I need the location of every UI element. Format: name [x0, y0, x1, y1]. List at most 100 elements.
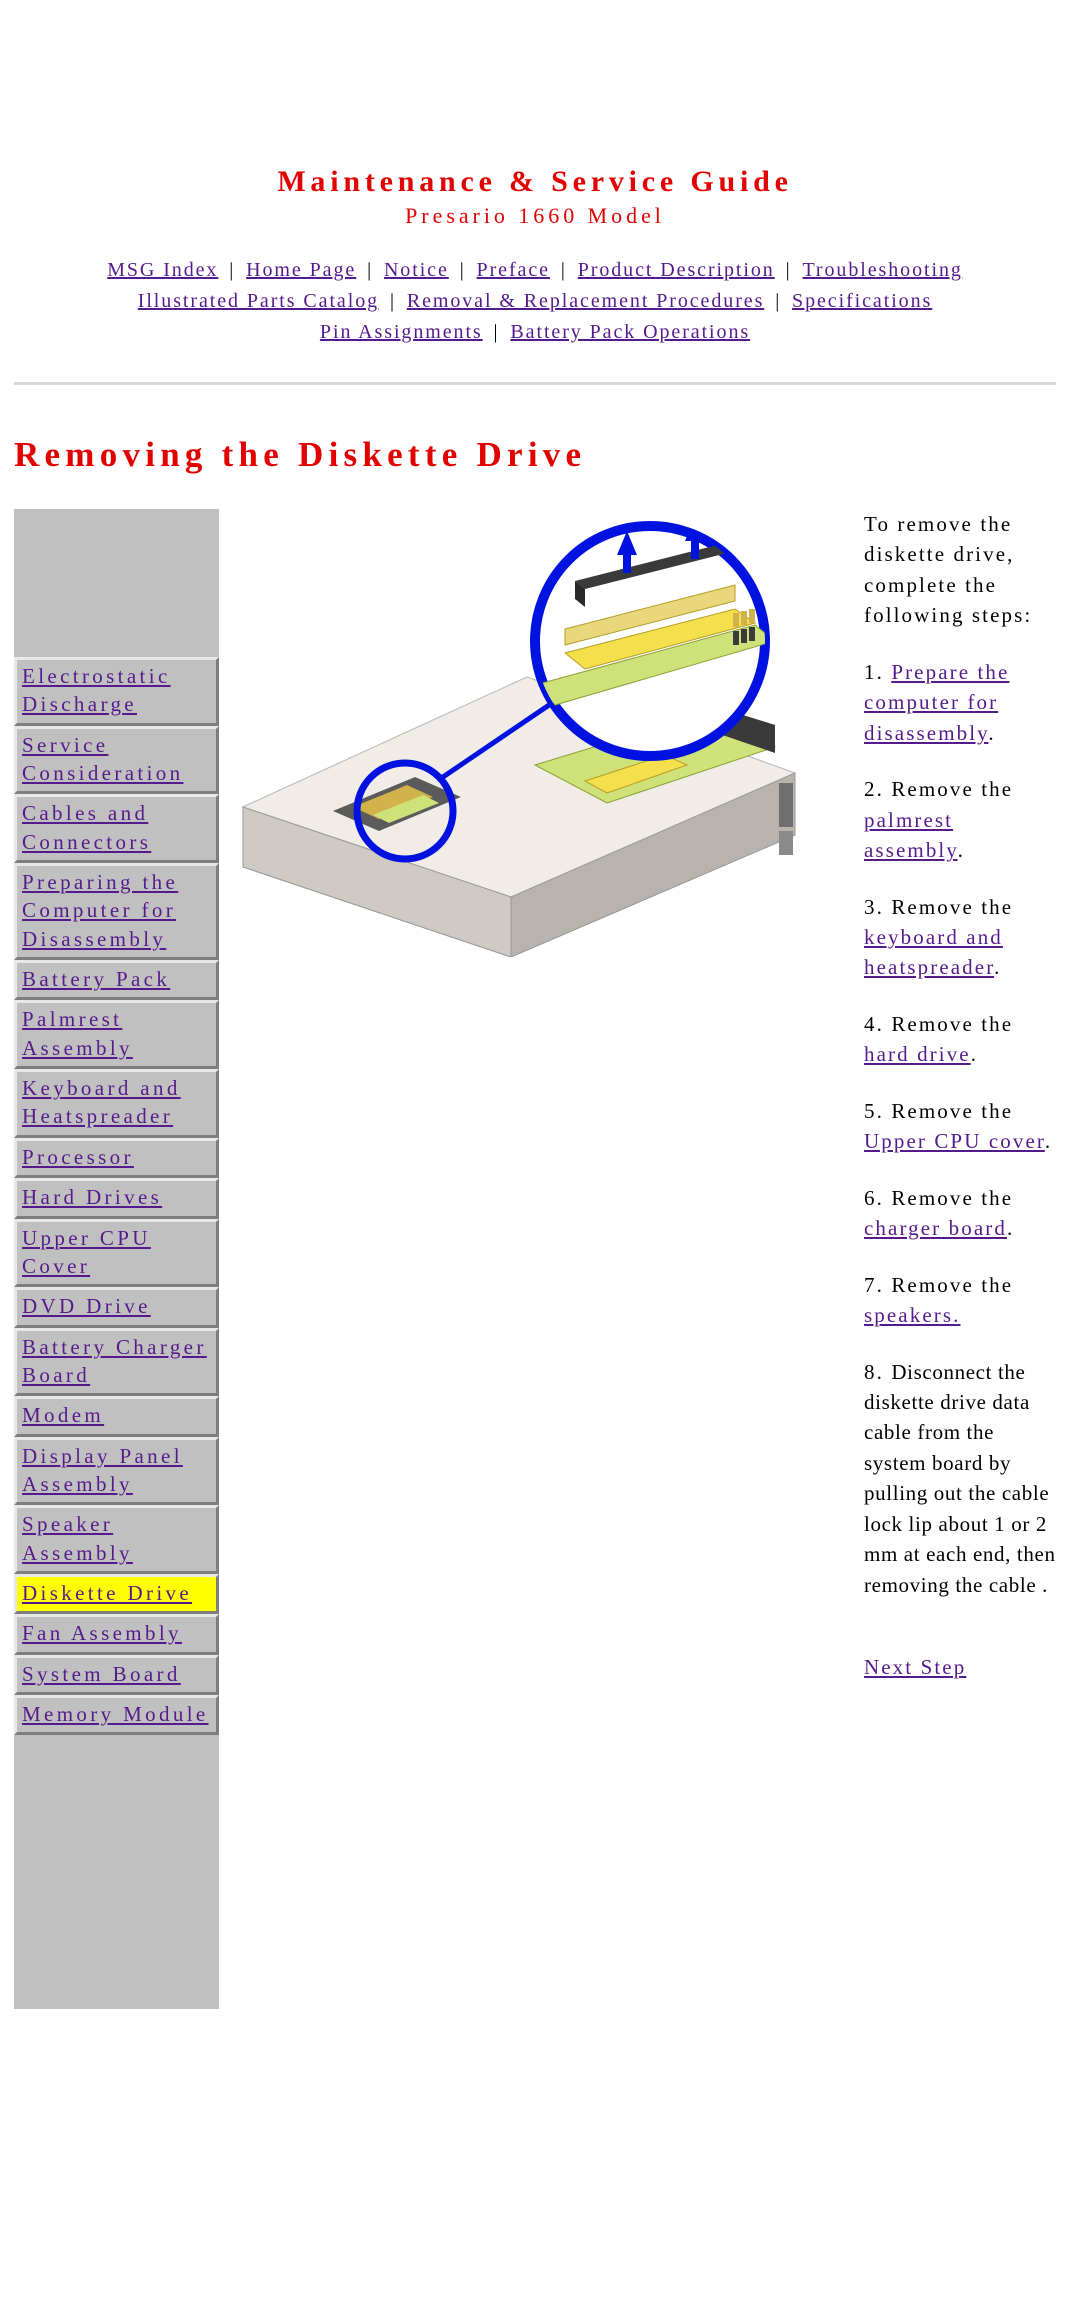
- leftnav-item: Upper CPU Cover: [14, 1219, 219, 1288]
- leftnav-item: Memory Module: [14, 1695, 219, 1735]
- next-step-block: Next Step: [864, 1652, 1056, 1682]
- leftnav-link[interactable]: Electrostatic Discharge: [22, 664, 171, 716]
- step-text-post: .: [994, 955, 1001, 979]
- leftnav-item: Preparing the Computer for Disassembly: [14, 863, 219, 960]
- leftnav-item: System Board: [14, 1655, 219, 1695]
- leftnav-item: Electrostatic Discharge: [14, 657, 219, 726]
- top-nav-link[interactable]: Notice: [384, 259, 449, 281]
- leftnav-item: Battery Charger Board: [14, 1328, 219, 1397]
- leftnav-link[interactable]: Palmrest Assembly: [22, 1007, 133, 1059]
- left-nav: Electrostatic Discharge Service Considera…: [14, 509, 219, 2009]
- step-number: 4.: [864, 1012, 891, 1036]
- leftnav-link[interactable]: Modem: [22, 1403, 104, 1427]
- step-number: 5.: [864, 1099, 891, 1123]
- nav-separator: |: [483, 321, 511, 343]
- instruction-step: 2. Remove the palmrest assembly.: [864, 774, 1056, 865]
- leftnav-link[interactable]: Upper CPU Cover: [22, 1226, 151, 1278]
- step-link[interactable]: keyboard and heatspreader: [864, 925, 1003, 979]
- step-link[interactable]: speakers.: [864, 1303, 960, 1327]
- instruction-step: 5. Remove the Upper CPU cover.: [864, 1096, 1056, 1157]
- leftnav-link[interactable]: Cables and Connectors: [22, 801, 151, 853]
- leftnav-link[interactable]: Processor: [22, 1145, 134, 1169]
- step-text-pre: Remove the: [891, 1186, 1013, 1210]
- leftnav-link[interactable]: Memory Module: [22, 1702, 209, 1726]
- top-nav-link[interactable]: Battery Pack Operations: [510, 321, 750, 343]
- step-text-pre: Remove the: [891, 1099, 1013, 1123]
- step-number: 2.: [864, 777, 891, 801]
- nav-separator: |: [218, 259, 246, 281]
- top-nav-link[interactable]: MSG Index: [107, 259, 218, 281]
- leftnav-link[interactable]: Fan Assembly: [22, 1621, 182, 1645]
- instruction-step: 7. Remove the speakers.: [864, 1270, 1056, 1331]
- leftnav-link[interactable]: Display Panel Assembly: [22, 1444, 183, 1496]
- step-text-pre: Remove the: [891, 777, 1013, 801]
- leftnav-link[interactable]: Battery Pack: [22, 967, 170, 991]
- instruction-step: 1. Prepare the computer for disassembly.: [864, 657, 1056, 748]
- leftnav-link[interactable]: Preparing the Computer for Disassembly: [22, 870, 178, 951]
- leftnav-item: Keyboard and Heatspreader: [14, 1069, 219, 1138]
- page-subtitle: Presario 1660 Model: [14, 203, 1056, 229]
- top-nav-link[interactable]: Pin Assignments: [320, 321, 483, 343]
- step-text-pre: Remove the: [891, 895, 1013, 919]
- figure-diskette-drive: [235, 515, 815, 957]
- section-title: Removing the Diskette Drive: [14, 435, 1056, 475]
- leftnav-item: DVD Drive: [14, 1287, 219, 1327]
- top-nav-link[interactable]: Removal & Replacement Procedures: [407, 290, 764, 312]
- nav-separator: |: [449, 259, 477, 281]
- step-text-post: .: [1045, 1129, 1052, 1153]
- leftnav-item: Battery Pack: [14, 960, 219, 1000]
- nav-separator: |: [775, 259, 803, 281]
- leftnav-item: Modem: [14, 1396, 219, 1436]
- next-step-link[interactable]: Next Step: [864, 1655, 966, 1679]
- leftnav-item: Display Panel Assembly: [14, 1437, 219, 1506]
- step-text-post: .: [1007, 1216, 1014, 1240]
- nav-separator: |: [379, 290, 407, 312]
- step-number: 1.: [864, 660, 891, 684]
- leftnav-link[interactable]: DVD Drive: [22, 1294, 151, 1318]
- step-text-pre: Remove the: [891, 1012, 1013, 1036]
- instructions-final: 8. Disconnect the diskette drive data ca…: [864, 1357, 1056, 1601]
- rear-ports-icon: [779, 783, 793, 855]
- step-text-post: .: [958, 838, 965, 862]
- step-link[interactable]: Upper CPU cover: [864, 1129, 1045, 1153]
- instruction-step: 3. Remove the keyboard and heatspreader.: [864, 892, 1056, 983]
- step-link[interactable]: hard drive: [864, 1042, 971, 1066]
- step-text-post: .: [988, 721, 995, 745]
- step-link[interactable]: palmrest assembly: [864, 808, 958, 862]
- leftnav-link[interactable]: System Board: [22, 1662, 181, 1686]
- step-text-pre: Remove the: [891, 1273, 1013, 1297]
- nav-separator: |: [356, 259, 384, 281]
- step-text-plain: Disconnect the diskette drive data cable…: [864, 1360, 1056, 1597]
- leftnav-item: Diskette Drive: [14, 1574, 219, 1614]
- divider: [14, 382, 1056, 385]
- top-nav-link[interactable]: Preface: [477, 259, 550, 281]
- leftnav-item: Processor: [14, 1138, 219, 1178]
- leftnav-item: Fan Assembly: [14, 1614, 219, 1654]
- leftnav-link[interactable]: Keyboard and Heatspreader: [22, 1076, 181, 1128]
- leftnav-item: Service Consideration: [14, 726, 219, 795]
- top-nav-link[interactable]: Product Description: [578, 259, 775, 281]
- top-nav-link[interactable]: Illustrated Parts Catalog: [138, 290, 379, 312]
- top-nav-link[interactable]: Home Page: [246, 259, 356, 281]
- step-number: 8.: [864, 1360, 891, 1384]
- step-text-post: .: [971, 1042, 978, 1066]
- leftnav-link[interactable]: Service Consideration: [22, 733, 184, 785]
- top-nav-link[interactable]: Troubleshooting: [803, 259, 963, 281]
- leftnav-link[interactable]: Speaker Assembly: [22, 1512, 133, 1564]
- top-nav: MSG Index | Home Page | Notice | Preface…: [14, 255, 1056, 348]
- step-number: 7.: [864, 1273, 891, 1297]
- leftnav-item: Palmrest Assembly: [14, 1000, 219, 1069]
- step-link[interactable]: charger board: [864, 1216, 1007, 1240]
- top-nav-link[interactable]: Specifications: [792, 290, 932, 312]
- figure-column: [235, 509, 848, 957]
- leftnav-item: Speaker Assembly: [14, 1505, 219, 1574]
- nav-separator: |: [764, 290, 792, 312]
- instructions-intro: To remove the diskette drive, complete t…: [864, 509, 1056, 631]
- left-nav-spacer: [14, 509, 219, 657]
- leftnav-link[interactable]: Hard Drives: [22, 1185, 162, 1209]
- leftnav-link[interactable]: Diskette Drive: [22, 1581, 192, 1605]
- step-number: 3.: [864, 895, 891, 919]
- page-header: Maintenance & Service Guide Presario 166…: [14, 0, 1056, 229]
- leftnav-link[interactable]: Battery Charger Board: [22, 1335, 207, 1387]
- leftnav-item: Hard Drives: [14, 1178, 219, 1218]
